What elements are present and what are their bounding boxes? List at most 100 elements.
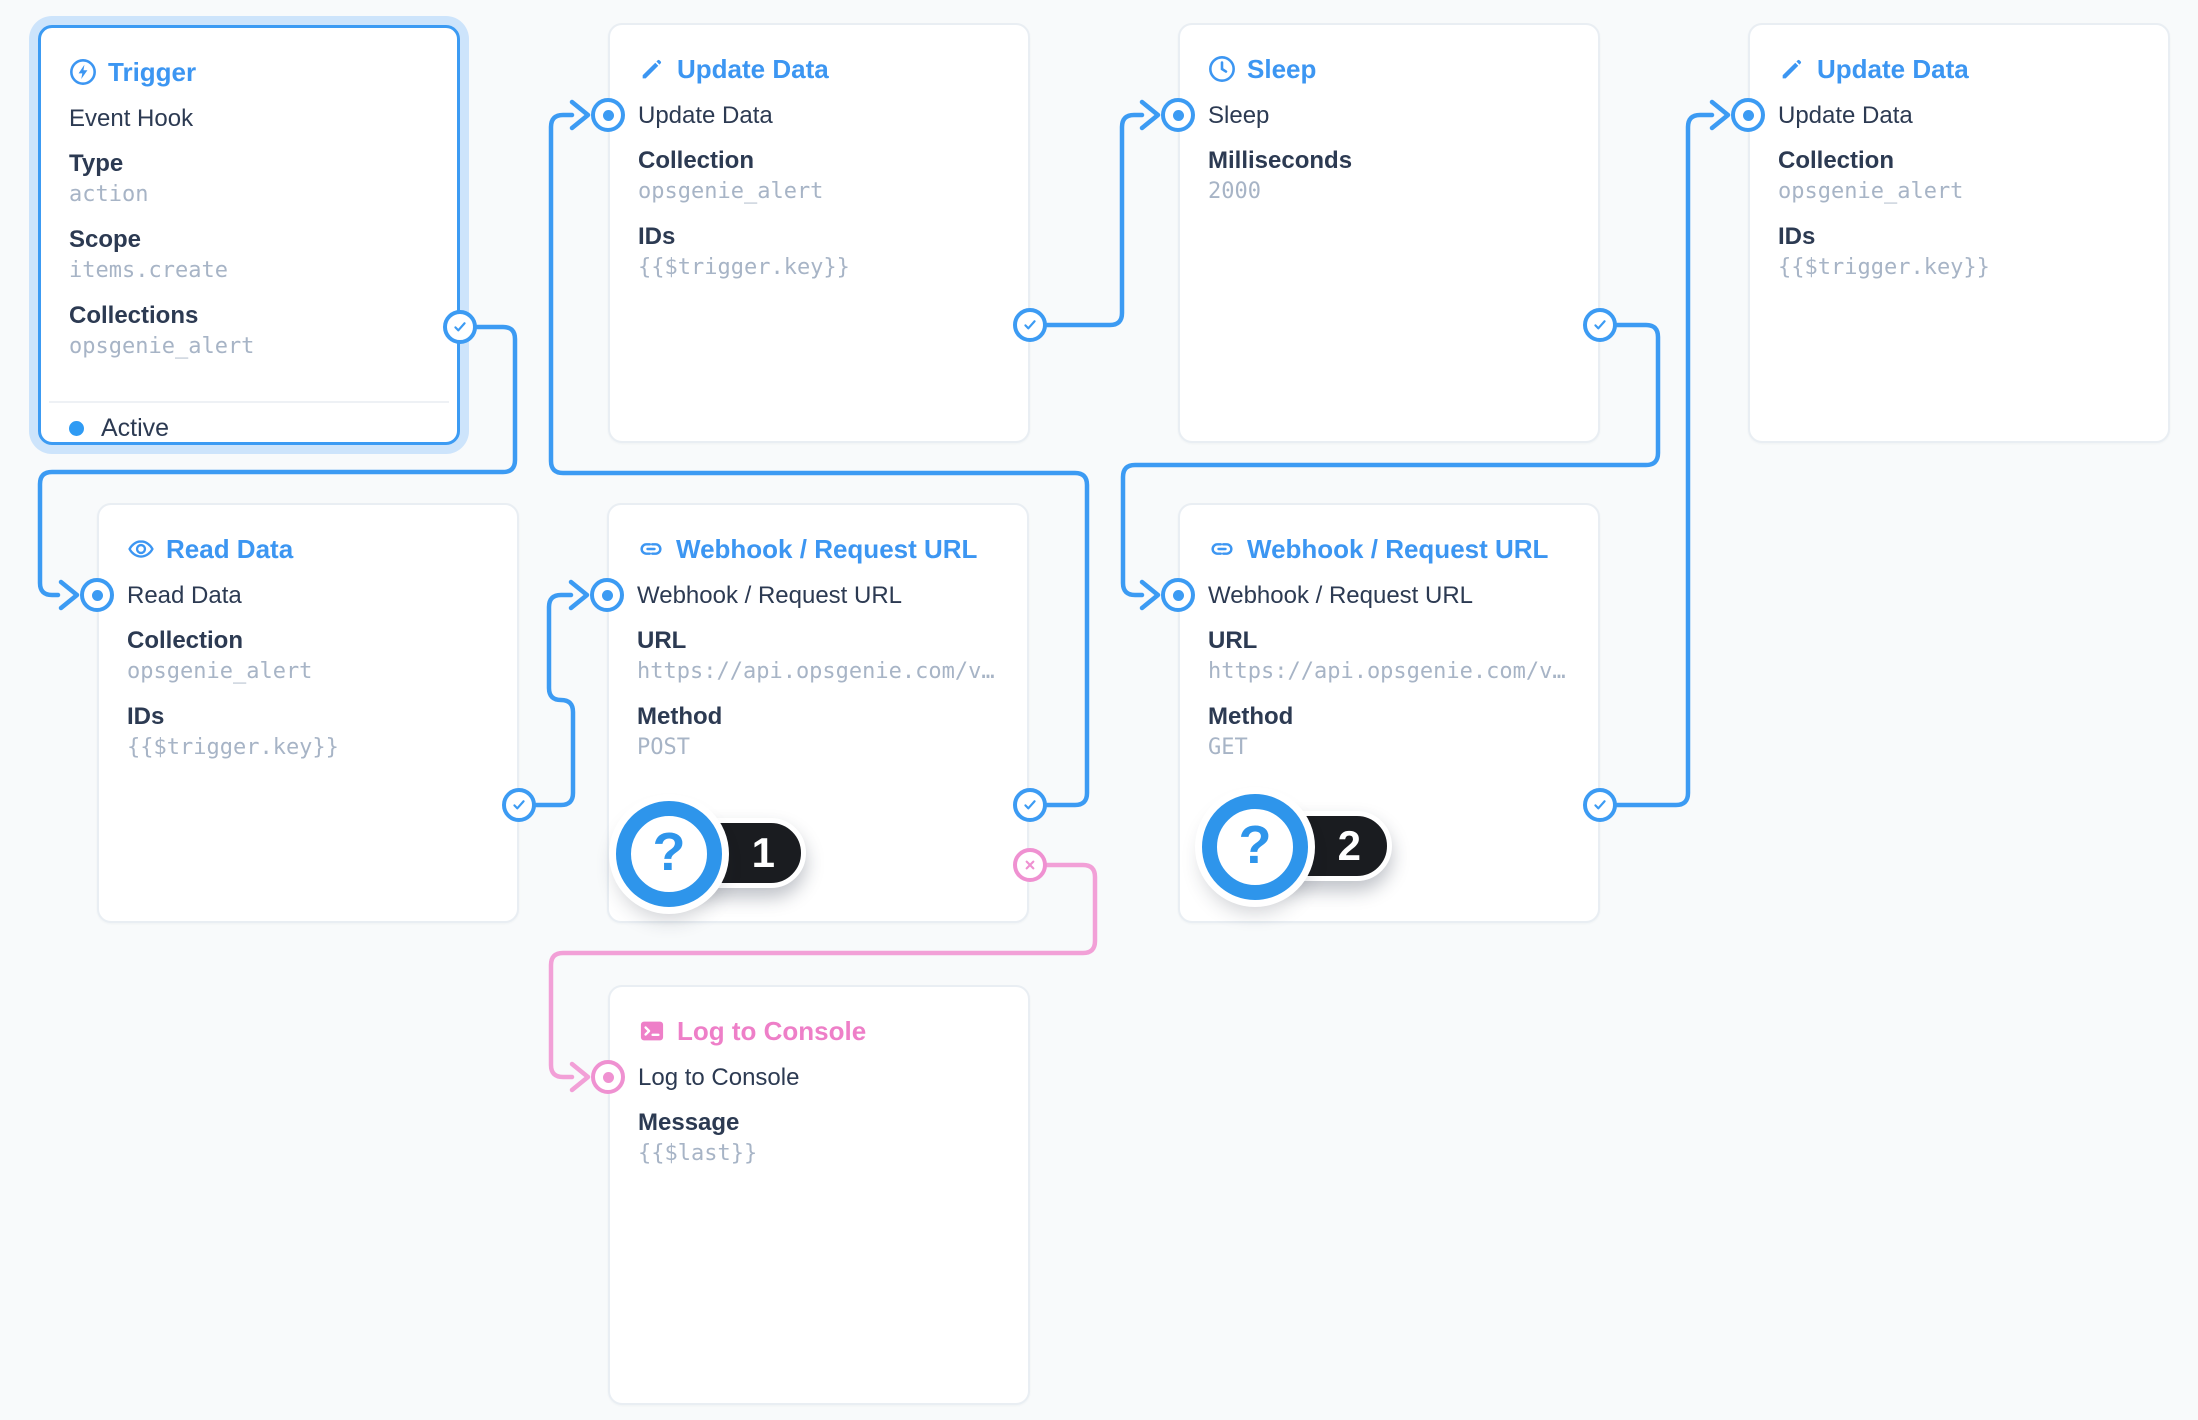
field-label: Method (1208, 703, 1294, 730)
field-label: IDs (638, 223, 676, 250)
field-value: GET (1208, 735, 1248, 760)
field-label: URL (637, 627, 687, 654)
panel-sleep[interactable]: Sleep Sleep Milliseconds 2000 (1178, 23, 1600, 443)
arrowhead-icon (1139, 99, 1161, 131)
panel-header: Log to Console (638, 1013, 1000, 1049)
arrowhead-icon (568, 579, 590, 611)
panel-header: Update Data (1778, 51, 2140, 87)
field-value: opsgenie_alert (127, 659, 313, 684)
operation-name: Sleep (1208, 102, 1270, 129)
field-value: opsgenie_alert (69, 334, 255, 359)
question-icon: ? (1202, 794, 1308, 900)
link-icon (1208, 535, 1236, 563)
eye-icon (127, 535, 155, 563)
resolve-port-sleep[interactable] (1583, 308, 1617, 342)
field-label: IDs (127, 703, 165, 730)
panel-title: Update Data (1817, 53, 1969, 84)
divider (49, 401, 449, 403)
panel-title: Webhook / Request URL (1247, 533, 1549, 564)
panel-read-data[interactable]: Read Data Read Data Collection opsgenie_… (97, 503, 519, 923)
field-value: {{$trigger.key}} (1778, 255, 1990, 280)
field-value: opsgenie_alert (1778, 179, 1964, 204)
arrowhead-icon (1709, 99, 1731, 131)
field-label: Type (69, 150, 124, 177)
terminal-icon (638, 1017, 666, 1045)
field-value: POST (637, 735, 690, 760)
field-label: Collections (69, 302, 199, 329)
resolve-port-webhook-1[interactable] (1013, 788, 1047, 822)
operation-name: Webhook / Request URL (637, 582, 903, 609)
field-label: Collection (127, 627, 244, 654)
field-label: Message (638, 1109, 740, 1136)
resolve-port-update-data-1[interactable] (1013, 308, 1047, 342)
arrowhead-icon (569, 1061, 591, 1093)
field-label: Collection (1778, 147, 1895, 174)
input-port-sleep[interactable] (1161, 98, 1195, 132)
arrowhead-icon (569, 99, 591, 131)
trigger-type: Event Hook (69, 105, 194, 132)
field-value: opsgenie_alert (638, 179, 824, 204)
resolve-port-webhook-2[interactable] (1583, 788, 1617, 822)
input-port-update-data-2[interactable] (1731, 98, 1765, 132)
operation-name: Update Data (638, 102, 773, 129)
panel-header: Sleep (1208, 51, 1570, 87)
input-port-webhook-2[interactable] (1161, 578, 1195, 612)
arrowhead-icon (58, 579, 80, 611)
reject-port-webhook-1[interactable] (1013, 848, 1047, 882)
link-icon (637, 535, 665, 563)
operation-name: Update Data (1778, 102, 1913, 129)
panel-header: Trigger (69, 54, 429, 90)
wire-read-data-to-webhook-1 (533, 592, 576, 808)
field-value: 2000 (1208, 179, 1261, 204)
resolve-port-trigger[interactable] (443, 310, 477, 344)
step-badge-2: 2 ? (1202, 794, 1402, 904)
panel-header: Read Data (127, 531, 489, 567)
arrowhead-icon (1139, 579, 1161, 611)
panel-update-data-1[interactable]: Update Data Update Data Collection opsge… (608, 23, 1030, 443)
panel-header: Webhook / Request URL (637, 531, 999, 567)
panel-title: Webhook / Request URL (676, 533, 978, 564)
panel-title: Update Data (677, 53, 829, 84)
wire-update-data-1-to-sleep (1044, 112, 1145, 328)
field-value: action (69, 182, 149, 207)
input-port-update-data-1[interactable] (591, 98, 625, 132)
panel-title: Trigger (108, 56, 197, 87)
field-label: URL (1208, 627, 1258, 654)
input-port-webhook-1[interactable] (590, 578, 624, 612)
question-icon: ? (616, 801, 722, 907)
field-value: items.create (69, 258, 228, 283)
operation-name: Webhook / Request URL (1208, 582, 1474, 609)
panel-title: Log to Console (677, 1015, 867, 1046)
resolve-port-read-data[interactable] (502, 788, 536, 822)
step-badge-1: 1 ? (616, 801, 816, 911)
field-label: Milliseconds (1208, 147, 1353, 174)
panel-title: Sleep (1247, 53, 1317, 84)
status-badge: Active (69, 414, 169, 443)
field-value: {{$trigger.key}} (127, 735, 339, 760)
field-value: {{$trigger.key}} (638, 255, 850, 280)
panel-update-data-2[interactable]: Update Data Update Data Collection opsge… (1748, 23, 2170, 443)
wire-webhook-2-to-update-data-2 (1614, 112, 1715, 808)
field-label: Collection (638, 147, 755, 174)
field-value: https://api.opsgenie.com/v… (637, 659, 995, 684)
status-label: Active (101, 414, 170, 442)
operation-name: Log to Console (638, 1064, 800, 1091)
input-port-read-data[interactable] (80, 578, 114, 612)
field-label: Method (637, 703, 723, 730)
operation-name: Read Data (127, 582, 242, 609)
field-value: https://api.opsgenie.com/v… (1208, 659, 1566, 684)
bolt-circle-icon (69, 58, 97, 86)
pencil-icon (1778, 55, 1806, 83)
panel-log-to-console[interactable]: Log to Console Log to Console Message {{… (608, 985, 1030, 1405)
field-label: Scope (69, 226, 142, 253)
field-value: {{$last}} (638, 1141, 758, 1166)
clock-icon (1208, 55, 1236, 83)
panel-trigger[interactable]: Trigger Event Hook Type action Scope ite… (38, 25, 460, 445)
active-dot-icon (69, 421, 84, 436)
field-label: IDs (1778, 223, 1816, 250)
panel-header: Update Data (638, 51, 1000, 87)
panel-header: Webhook / Request URL (1208, 531, 1570, 567)
input-port-log-to-console[interactable] (591, 1060, 625, 1094)
panel-title: Read Data (166, 533, 294, 564)
